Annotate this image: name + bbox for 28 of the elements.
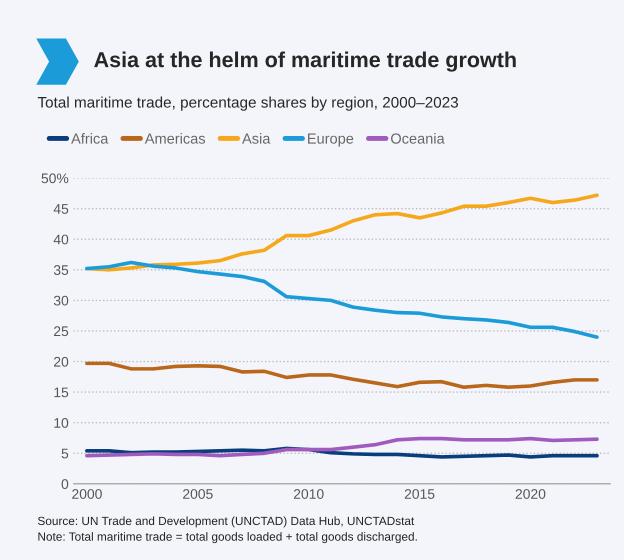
- y-tick-label: 0: [62, 479, 68, 490]
- x-tick-label: 2015: [404, 489, 434, 499]
- y-tick-label: 50%: [42, 173, 68, 184]
- line-series: [85, 260, 599, 339]
- text: Note: Total maritime trade = total goods loaded + total goods discharged.: [38, 532, 417, 544]
- legend-label: Europe: [308, 134, 354, 147]
- legend-label: Africa: [71, 133, 108, 144]
- chart-subtitle: Total maritime trade, percentage shares by region, 2000–2023: [38, 96, 458, 111]
- x-tick-label: 2010: [294, 489, 324, 499]
- source-note: Source: UN Trade and Development (UNCTAD) Data Hub, UNCTADstat: [38, 516, 414, 528]
- line-series: [85, 362, 599, 390]
- y-tick-label: 5: [62, 448, 68, 458]
- legend-label: Oceania: [391, 133, 445, 144]
- y-tick-label: 20: [54, 356, 68, 367]
- legend-label: Asia: [242, 133, 270, 144]
- y-tick-label: 10: [54, 418, 68, 428]
- chart-title: Asia at the helm of maritime trade growth: [94, 52, 516, 72]
- y-tick-label: 25: [54, 326, 68, 336]
- y-tick-label: 15: [54, 388, 68, 398]
- y-tick-label: 40: [54, 234, 68, 244]
- y-tick-label: 45: [54, 204, 68, 214]
- x-tick-label: 2020: [516, 489, 546, 499]
- line-series: [85, 436, 599, 458]
- legend-label: Americas: [144, 133, 206, 144]
- x-tick-label: 2005: [183, 489, 213, 499]
- x-tick-label: 2000: [72, 489, 102, 499]
- y-tick-label: 30: [54, 296, 68, 306]
- y-tick-label: 35: [54, 265, 68, 275]
